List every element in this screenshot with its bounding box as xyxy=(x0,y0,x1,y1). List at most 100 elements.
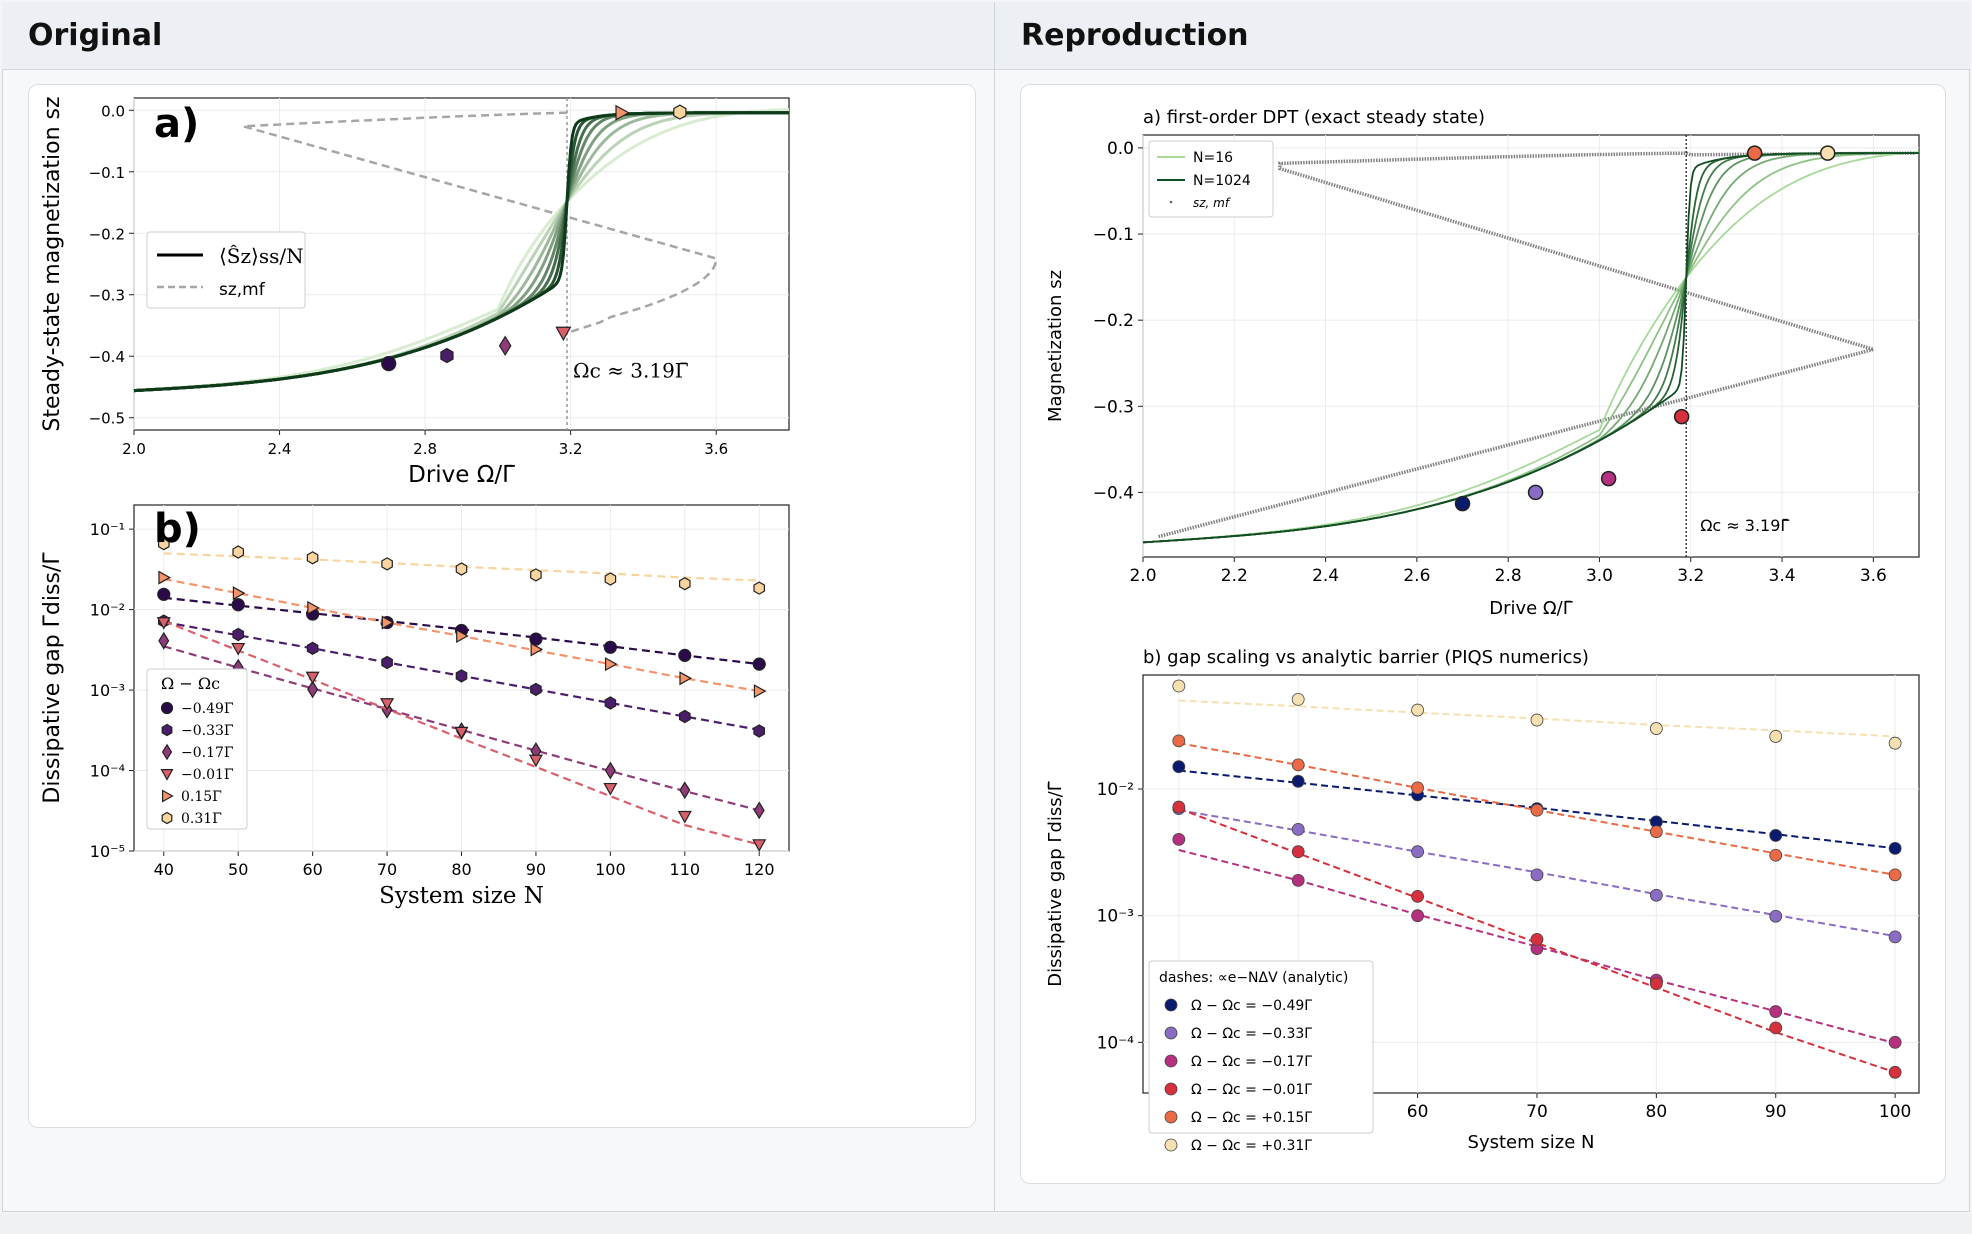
orig-a-x-tick-label: 3.6 xyxy=(704,440,728,458)
repro-b-x-tick-label: 60 xyxy=(1407,1102,1429,1122)
repro-b-data-point xyxy=(1411,781,1424,795)
orig-b-data-point xyxy=(603,782,618,796)
right-panel-title: Reproduction xyxy=(1021,18,1249,53)
repro-a-legend-dot-mf xyxy=(1169,200,1173,204)
orig-b-data-point xyxy=(307,600,320,615)
left-panel-title: Original xyxy=(28,18,163,53)
orig-a-y-tick-label: −0.5 xyxy=(89,410,125,428)
orig-a-y-tick-label: −0.4 xyxy=(89,348,125,366)
orig-b-legend-title: Ω − Ωc xyxy=(161,674,220,693)
repro-b-data-point xyxy=(1888,1065,1902,1079)
orig-a-x-tick-label: 2.0 xyxy=(122,440,146,458)
repro-b-data-point xyxy=(1769,1005,1783,1018)
left-panel-header: Original xyxy=(2,2,994,70)
orig-b-data-point xyxy=(530,682,542,697)
orig-b-data-point xyxy=(528,754,543,768)
orig-a-y-tick-label: −0.2 xyxy=(89,225,125,243)
orig-b-data-point xyxy=(753,581,766,595)
repro-b-legend-entry: Ω − Ωc = −0.17Γ̄ xyxy=(1191,1054,1312,1070)
repro-b-data-point xyxy=(1888,841,1902,855)
orig-b-data-point xyxy=(604,696,617,710)
repro-chart-b: b) gap scaling vs analytic barrier (PIQS… xyxy=(1045,647,1920,1154)
orig-b-legend-entry: −0.01Γ̄ xyxy=(181,767,234,783)
repro-b-data-point xyxy=(1172,800,1186,814)
repro-b-data-point xyxy=(1172,734,1186,748)
repro-b-xlabel: System size N xyxy=(1468,1132,1595,1153)
repro-a-x-tick-label: 2.2 xyxy=(1221,566,1248,586)
orig-b-x-tick-label: 110 xyxy=(670,860,701,879)
orig-b-data-point xyxy=(156,617,171,630)
repro-b-data-point xyxy=(1769,1021,1783,1035)
repro-a-legend-box xyxy=(1148,140,1274,218)
orig-a-legend-box xyxy=(146,231,306,309)
repro-a-x-tick-label: 2.8 xyxy=(1495,566,1522,586)
orig-a-y-tick-label: −0.1 xyxy=(89,164,125,182)
repro-b-data-point xyxy=(1411,889,1424,903)
orig-b-data-point xyxy=(305,671,320,685)
repro-a-y-tick-label: −0.1 xyxy=(1093,225,1134,245)
repro-a-x-tick-label: 2.6 xyxy=(1403,566,1430,586)
orig-b-legend-entry: −0.49Γ̄ xyxy=(181,701,234,717)
repro-b-legend-title: dashes: ∝e−NΔV (analytic) xyxy=(1159,970,1348,986)
orig-b-y-tick-label: 10⁻⁴ xyxy=(90,762,125,781)
orig-b-legend: Ω − Ωc −0.49Γ̄ −0.33Γ̄ −0.17Γ̄ −0.01Γ̄ 0.15Γ̄… xyxy=(146,668,248,830)
orig-b-data-point xyxy=(530,568,542,582)
repro-b-y-tick-label: 10⁻² xyxy=(1097,780,1134,800)
orig-b-x-tick-label: 90 xyxy=(526,860,546,879)
repro-b-data-point xyxy=(1411,909,1424,923)
repro-b-y-tick-label: 10⁻⁴ xyxy=(1097,1033,1135,1053)
orig-b-data-point xyxy=(530,642,544,657)
orig-b-data-point xyxy=(753,684,767,699)
orig-b-data-point xyxy=(604,761,616,780)
repro-b-x-tick-label: 80 xyxy=(1646,1102,1668,1122)
repro-a-x-tick-label: 3.4 xyxy=(1769,566,1796,586)
repro-b-legend-marker xyxy=(1164,1026,1178,1040)
orig-b-data-point xyxy=(381,655,393,670)
column-divider xyxy=(994,2,995,1212)
orig-b-legend-entry: 0.31Γ̄ xyxy=(181,811,222,827)
orig-a-legend-exact: ⟨Ŝz⟩ss/N xyxy=(219,243,304,268)
repro-a-legend-n16: N=16 xyxy=(1193,150,1233,166)
repro-b-data-point xyxy=(1769,909,1783,923)
orig-b-data-point xyxy=(158,537,170,551)
repro-b-data-point xyxy=(1530,803,1544,817)
repro-b-data-point xyxy=(1291,822,1305,836)
orig-a-x-tick-label: 3.2 xyxy=(559,440,583,458)
repro-a-x-tick-label: 3.2 xyxy=(1677,566,1704,586)
orig-b-legend-marker xyxy=(161,723,173,737)
orig-b-legend-entry: −0.33Γ̄ xyxy=(181,723,234,739)
repro-b-legend-marker xyxy=(1164,1082,1178,1096)
orig-b-data-point xyxy=(604,572,617,586)
repro-a-meanfield-curve xyxy=(1157,151,1915,539)
orig-a-panel-label: a) xyxy=(154,101,199,147)
orig-b-legend-marker xyxy=(162,789,174,803)
repro-b-legend-marker xyxy=(1164,1054,1178,1068)
orig-b-fit-line xyxy=(163,620,760,846)
orig-a-marker xyxy=(440,347,454,364)
repro-b-data-point xyxy=(1649,888,1663,902)
repro-b-data-point xyxy=(1649,977,1663,991)
orig-b-x-tick-label: 120 xyxy=(744,860,775,879)
orig-b-data-point xyxy=(381,557,393,571)
orig-a-y-tick-label: 0.0 xyxy=(101,102,125,120)
repro-b-legend-marker xyxy=(1164,1110,1178,1124)
orig-b-data-point xyxy=(455,669,468,683)
orig-b-legend-marker xyxy=(160,768,174,781)
orig-a-ylabel: Steady-state magnetization sz xyxy=(40,96,65,431)
orig-b-x-tick-label: 60 xyxy=(302,860,322,879)
orig-a-marker xyxy=(498,335,512,357)
orig-a-marker xyxy=(381,356,397,372)
orig-b-data-point xyxy=(306,641,319,655)
repro-b-x-tick-label: 100 xyxy=(1879,1102,1911,1122)
orig-b-data-point xyxy=(678,577,691,591)
repro-a-title: a) first-order DPT (exact steady state) xyxy=(1143,107,1485,128)
repro-b-x-tick-label: 90 xyxy=(1765,1102,1787,1122)
orig-b-legend-marker xyxy=(160,701,174,715)
repro-b-x-tick-label: 70 xyxy=(1526,1102,1548,1122)
orig-b-data-point xyxy=(678,648,692,662)
repro-a-y-tick-label: −0.2 xyxy=(1093,311,1134,331)
repro-b-data-point xyxy=(1888,868,1902,882)
original-figure-card: 2.0 2.4 2.8 3.2 3.6 0.0 −0.1 −0.2 −0.3 −0.4 −0.5 a)… xyxy=(28,84,976,1128)
repro-a-marker xyxy=(1819,145,1836,161)
repro-b-data-point xyxy=(1769,730,1783,743)
